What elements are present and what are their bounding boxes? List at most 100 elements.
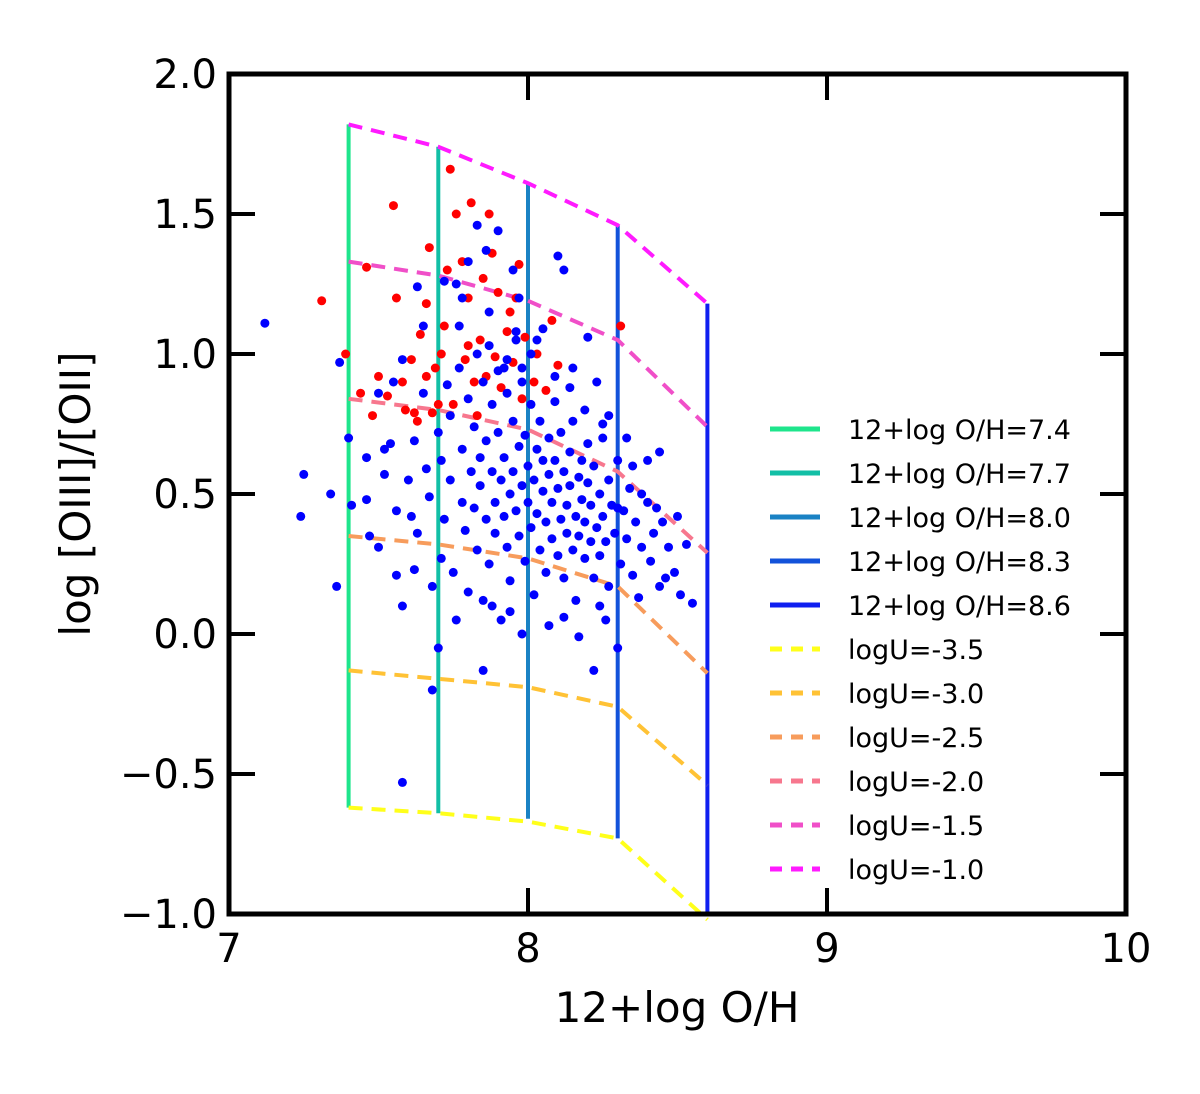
scatter-point-1-31 bbox=[439, 514, 449, 524]
scatter-point-1-171 bbox=[463, 257, 473, 267]
scatter-point-1-132 bbox=[601, 537, 611, 547]
scatter-point-1-49 bbox=[475, 453, 485, 463]
scatter-point-1-131 bbox=[598, 511, 608, 521]
scatter-point-1-102 bbox=[553, 483, 563, 493]
scatter-point-1-188 bbox=[451, 615, 461, 625]
scatter-point-0-49 bbox=[469, 377, 479, 387]
scatter-point-1-111 bbox=[568, 545, 578, 555]
scatter-point-0-29 bbox=[478, 273, 488, 283]
scatter-point-0-16 bbox=[427, 408, 437, 418]
scatter-point-1-153 bbox=[675, 590, 685, 600]
scatter-point-1-83 bbox=[526, 523, 536, 533]
scatter-point-1-68 bbox=[502, 542, 512, 552]
scatter-point-1-167 bbox=[493, 226, 503, 236]
scatter-point-1-152 bbox=[670, 567, 680, 577]
scatter-point-1-2 bbox=[296, 511, 306, 521]
legend-label-6: logU=-3.0 bbox=[848, 679, 984, 710]
scatter-point-1-72 bbox=[508, 467, 518, 477]
scatter-point-1-117 bbox=[577, 455, 587, 465]
scatter-point-1-160 bbox=[604, 411, 614, 421]
scatter-point-1-51 bbox=[478, 377, 488, 387]
scatter-point-1-63 bbox=[496, 475, 506, 485]
scatter-point-1-105 bbox=[559, 467, 569, 477]
scatter-point-1-33 bbox=[445, 411, 455, 421]
scatter-point-1-78 bbox=[517, 481, 527, 491]
scatter-point-1-56 bbox=[484, 559, 494, 569]
legend-label-7: logU=-2.5 bbox=[848, 723, 984, 754]
scatter-point-1-98 bbox=[547, 497, 557, 507]
scatter-point-1-0 bbox=[260, 318, 270, 328]
scatter-point-1-108 bbox=[562, 528, 572, 538]
scatter-point-0-5 bbox=[374, 371, 383, 381]
scatter-point-1-129 bbox=[595, 551, 605, 561]
legend-label-9: logU=-1.5 bbox=[848, 811, 984, 842]
scatter-point-0-6 bbox=[382, 391, 392, 401]
scatter-point-1-207 bbox=[550, 371, 560, 381]
scatter-point-0-8 bbox=[391, 293, 401, 303]
scatter-point-0-46 bbox=[439, 321, 449, 331]
y-tick-label-1: −0.5 bbox=[120, 752, 217, 798]
scatter-point-0-27 bbox=[472, 411, 482, 421]
scatter-point-1-85 bbox=[529, 475, 539, 485]
scatter-point-1-142 bbox=[628, 570, 638, 580]
scatter-point-0-18 bbox=[436, 349, 446, 359]
scatter-point-1-190 bbox=[409, 565, 419, 575]
ionization-line-5 bbox=[348, 122, 709, 306]
scatter-point-1-138 bbox=[616, 559, 626, 569]
scatter-point-1-75 bbox=[514, 441, 524, 451]
scatter-point-1-44 bbox=[466, 467, 476, 477]
scatter-point-1-147 bbox=[646, 556, 656, 566]
scatter-point-1-198 bbox=[661, 573, 671, 583]
y-tick-label-3: 0.5 bbox=[153, 472, 217, 518]
scatter-point-1-101 bbox=[553, 551, 563, 561]
scatter-point-1-28 bbox=[433, 427, 443, 437]
scatter-point-1-110 bbox=[565, 481, 575, 491]
scatter-point-1-191 bbox=[379, 444, 389, 454]
scatter-point-1-140 bbox=[622, 534, 632, 544]
legend-label-1: 12+log O/H=7.7 bbox=[848, 459, 1071, 490]
scatter-point-0-22 bbox=[451, 209, 461, 219]
scatter-point-1-143 bbox=[631, 517, 641, 527]
scatter-point-1-175 bbox=[532, 335, 542, 345]
x-tick-label-3: 10 bbox=[1101, 926, 1152, 972]
legend-label-5: logU=-3.5 bbox=[848, 635, 984, 666]
scatter-point-1-145 bbox=[637, 542, 647, 552]
scatter-point-1-144 bbox=[634, 593, 644, 603]
scatter-point-1-177 bbox=[583, 332, 593, 342]
scatter-point-1-14 bbox=[391, 506, 401, 516]
scatter-point-1-107 bbox=[562, 500, 572, 510]
scatter-point-1-74 bbox=[511, 327, 521, 337]
scatter-point-1-157 bbox=[673, 511, 682, 521]
scatter-point-1-186 bbox=[505, 607, 515, 617]
scatter-point-1-148 bbox=[649, 528, 659, 538]
scatter-point-1-13 bbox=[385, 439, 395, 449]
scatter-point-1-114 bbox=[571, 595, 581, 605]
scatter-point-1-192 bbox=[365, 531, 375, 541]
scatter-point-1-42 bbox=[463, 587, 473, 597]
scatter-point-1-159 bbox=[613, 643, 623, 653]
legend-label-2: 12+log O/H=8.0 bbox=[848, 503, 1071, 534]
scatter-point-1-4 bbox=[326, 489, 336, 499]
scatter-point-1-38 bbox=[454, 363, 464, 373]
scatter-point-1-45 bbox=[469, 422, 479, 432]
x-tick-label-0: 7 bbox=[216, 926, 241, 972]
scatter-point-1-70 bbox=[505, 576, 515, 586]
scatter-point-0-43 bbox=[547, 315, 557, 325]
scatter-point-1-151 bbox=[664, 542, 674, 552]
scatter-point-1-66 bbox=[499, 511, 509, 521]
scatter-point-1-59 bbox=[490, 497, 500, 507]
scatter-point-0-53 bbox=[490, 352, 500, 362]
x-axis-label: 12+log O/H bbox=[555, 983, 800, 1032]
y-axis-label: log [OIII]/[OII] bbox=[51, 351, 100, 636]
scatter-point-1-121 bbox=[583, 439, 593, 449]
legend-label-4: 12+log O/H=8.6 bbox=[848, 591, 1071, 622]
scatter-point-1-174 bbox=[457, 293, 467, 303]
x-tick-label-2: 9 bbox=[814, 926, 839, 972]
scatter-point-1-205 bbox=[580, 405, 590, 415]
scatter-point-1-195 bbox=[613, 503, 623, 513]
scatter-point-1-100 bbox=[550, 455, 560, 465]
axis-ticks bbox=[227, 72, 1128, 916]
ionization-line-1 bbox=[348, 668, 709, 787]
scatter-point-1-181 bbox=[643, 455, 653, 465]
